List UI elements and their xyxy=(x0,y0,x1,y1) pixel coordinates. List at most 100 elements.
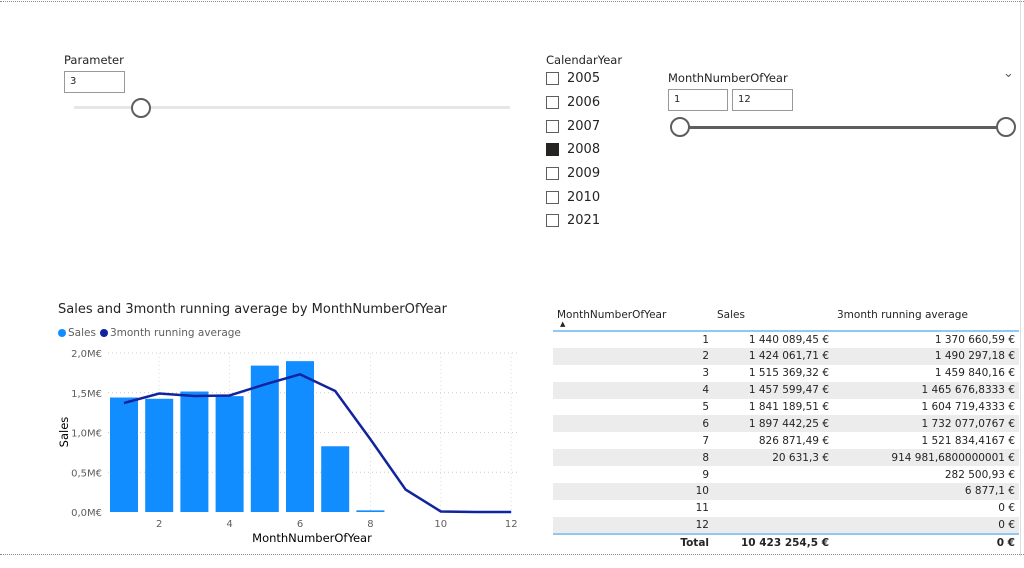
year-label: 2005 xyxy=(567,71,601,87)
year-option-2007[interactable]: 2007 xyxy=(546,114,600,138)
table-cell: 1 440 089,45 € xyxy=(748,333,829,346)
table-cell: 1 841 189,51 € xyxy=(748,401,829,413)
checkbox[interactable] xyxy=(546,214,559,228)
total-cell: 0 € xyxy=(833,532,1019,551)
table-row: 9 282 500,93 € xyxy=(553,466,1019,483)
year-option-2021[interactable]: 2021 xyxy=(546,209,600,233)
y-tick-label: 1,5M€ xyxy=(71,389,102,400)
table-cell: 8 xyxy=(553,449,713,467)
year-option-2006[interactable]: 2006 xyxy=(546,91,600,115)
table-cell: 10 xyxy=(553,483,713,500)
table-cell: 1 604 719,4333 € xyxy=(921,401,1015,413)
year-option-2005[interactable]: 2005 xyxy=(546,67,600,91)
sales-table: MonthNumberOfYear Sales 3month running ave… xyxy=(553,303,1019,551)
table-cell: 7 xyxy=(702,434,709,447)
month-slider-track[interactable] xyxy=(680,126,1008,129)
table-cell: 1 515 369,32 € xyxy=(748,367,829,380)
x-tick-label: 2 xyxy=(156,519,162,530)
sales-bar xyxy=(110,397,138,512)
table-row: 10 6 877,1 € xyxy=(553,483,1019,500)
table-cell: 0 € xyxy=(998,502,1015,515)
column-header[interactable]: 3month running average xyxy=(833,303,1019,332)
legend-sales-label: Sales xyxy=(68,327,96,339)
sales-bar xyxy=(250,365,279,512)
table-cell: 5 xyxy=(702,401,709,413)
checkbox[interactable] xyxy=(546,96,559,110)
table-cell xyxy=(713,483,833,500)
table-cell: 1 732 077,0767 € xyxy=(833,415,1019,433)
total-cell: Total xyxy=(553,532,713,551)
sort-ascending-icon[interactable]: ▲ xyxy=(560,320,566,328)
sales-bar xyxy=(145,398,174,512)
table-cell: 3 xyxy=(702,367,709,380)
table-cell: 4 xyxy=(553,381,713,399)
table-cell: 826 871,49 € xyxy=(758,434,829,447)
sales-bar xyxy=(321,446,350,512)
month-min-input[interactable]: 1 xyxy=(668,89,728,111)
table-cell: 1 424 061,71 € xyxy=(713,347,833,365)
year-option-2009[interactable]: 2009 xyxy=(546,162,600,186)
y-tick-label: 1,0M€ xyxy=(71,429,102,440)
parameter-slider-handle[interactable] xyxy=(131,98,151,118)
column-header[interactable]: Sales xyxy=(713,303,833,332)
table-cell: 914 981,6800000001 € xyxy=(833,449,1019,467)
table-cell: 2 xyxy=(553,347,713,365)
sales-bar xyxy=(180,391,209,512)
month-slider-max-handle[interactable] xyxy=(996,117,1016,137)
month-slicer-label: MonthNumberOfYear xyxy=(668,71,788,85)
year-label: 2009 xyxy=(567,166,601,182)
year-option-2008[interactable]: 2008 xyxy=(546,138,600,162)
table-row: 7 826 871,49 € 1 521 834,4167 € xyxy=(553,432,1019,449)
y-axis-title: Sales xyxy=(57,417,71,448)
table-cell: 6 xyxy=(553,415,713,433)
month-slider-min-handle[interactable] xyxy=(670,117,690,137)
x-axis-title: MonthNumberOfYear xyxy=(252,531,372,545)
table-cell: 0 € xyxy=(833,516,1019,534)
canvas-top-border xyxy=(0,1,1024,2)
table-cell: 1 459 840,16 € xyxy=(934,367,1015,380)
sales-bar xyxy=(215,396,244,512)
y-tick-label: 0,0M€ xyxy=(71,508,102,519)
year-label: 2007 xyxy=(567,118,601,134)
checkbox[interactable] xyxy=(546,190,559,204)
calendar-year-list: 2005 2006 2007 2008 2009 2010 2021 xyxy=(546,67,600,233)
table-cell: 20 631,3 € xyxy=(713,449,833,467)
checkbox[interactable] xyxy=(546,72,559,86)
x-tick-label: 10 xyxy=(434,519,447,530)
chart-title: Sales and 3month running average by Mont… xyxy=(58,302,447,317)
legend-avg-marker xyxy=(99,329,108,337)
parameter-label: Parameter xyxy=(64,53,124,67)
running-average-line xyxy=(123,372,512,514)
parameter-slider-track[interactable] xyxy=(74,106,510,109)
checkbox[interactable] xyxy=(546,143,559,157)
checkbox[interactable] xyxy=(546,119,559,133)
chevron-down-icon[interactable]: ⌄ xyxy=(1003,66,1014,81)
canvas-bottom-border xyxy=(0,554,1024,555)
table-cell: 12 xyxy=(553,516,713,534)
checkbox[interactable] xyxy=(546,167,559,181)
table-cell: 1 490 297,18 € xyxy=(833,347,1019,365)
table-row: 1 1 440 089,45 € 1 370 660,59 € xyxy=(553,331,1019,348)
column-header[interactable]: MonthNumberOfYear xyxy=(553,303,713,332)
table-cell: 1 xyxy=(702,333,709,346)
y-tick-label: 0,5M€ xyxy=(71,468,102,479)
year-label: 2006 xyxy=(567,95,601,111)
table-cell xyxy=(713,516,833,534)
table-row: 12 0 € xyxy=(553,516,1019,534)
table-row: 11 0 € xyxy=(553,500,1019,517)
table-cell: 1 370 660,59 € xyxy=(934,333,1015,346)
y-tick-label: 2,0M€ xyxy=(71,349,102,360)
parameter-input[interactable]: 3 xyxy=(64,71,125,93)
table-cell: 282 500,93 € xyxy=(944,468,1015,481)
table-cell: 9 xyxy=(702,468,709,481)
table-row: 5 1 841 189,51 € 1 604 719,4333 € xyxy=(553,399,1019,416)
table-cell: 1 465 676,8333 € xyxy=(833,381,1019,399)
table-cell: 6 877,1 € xyxy=(833,483,1019,500)
sales-chart: 0,0M€ 0,5M€ 1,0M€ 1,5M€ 2,0M€ 2 4 6 8 10 12 MonthNu… xyxy=(57,349,518,545)
table-row: 3 1 515 369,32 € 1 459 840,16 € xyxy=(553,365,1019,382)
x-tick-label: 6 xyxy=(297,519,303,530)
year-option-2010[interactable]: 2010 xyxy=(546,185,600,209)
month-max-input[interactable]: 12 xyxy=(732,89,793,111)
